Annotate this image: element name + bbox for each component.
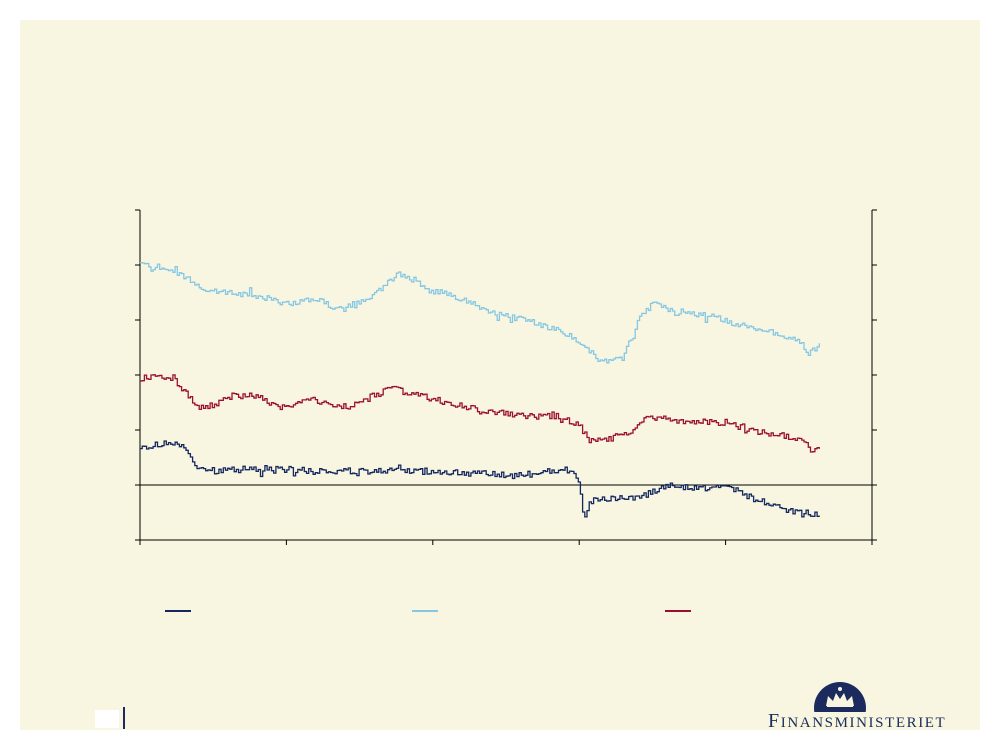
legend-swatch-series-1 (165, 610, 191, 612)
series-line-2 (140, 261, 820, 364)
legend-swatch-series-3 (665, 610, 691, 612)
slide: FINANSMINISTERIET (20, 20, 980, 732)
series-line-1 (140, 440, 820, 518)
legend-swatch-series-2 (412, 610, 438, 612)
page-divider (123, 707, 125, 729)
line-chart (135, 209, 877, 545)
series-line-3 (140, 374, 820, 453)
page-number-box (95, 710, 119, 728)
brand-text: FINANSMINISTERIET (768, 710, 947, 732)
crown-icon (814, 682, 866, 712)
